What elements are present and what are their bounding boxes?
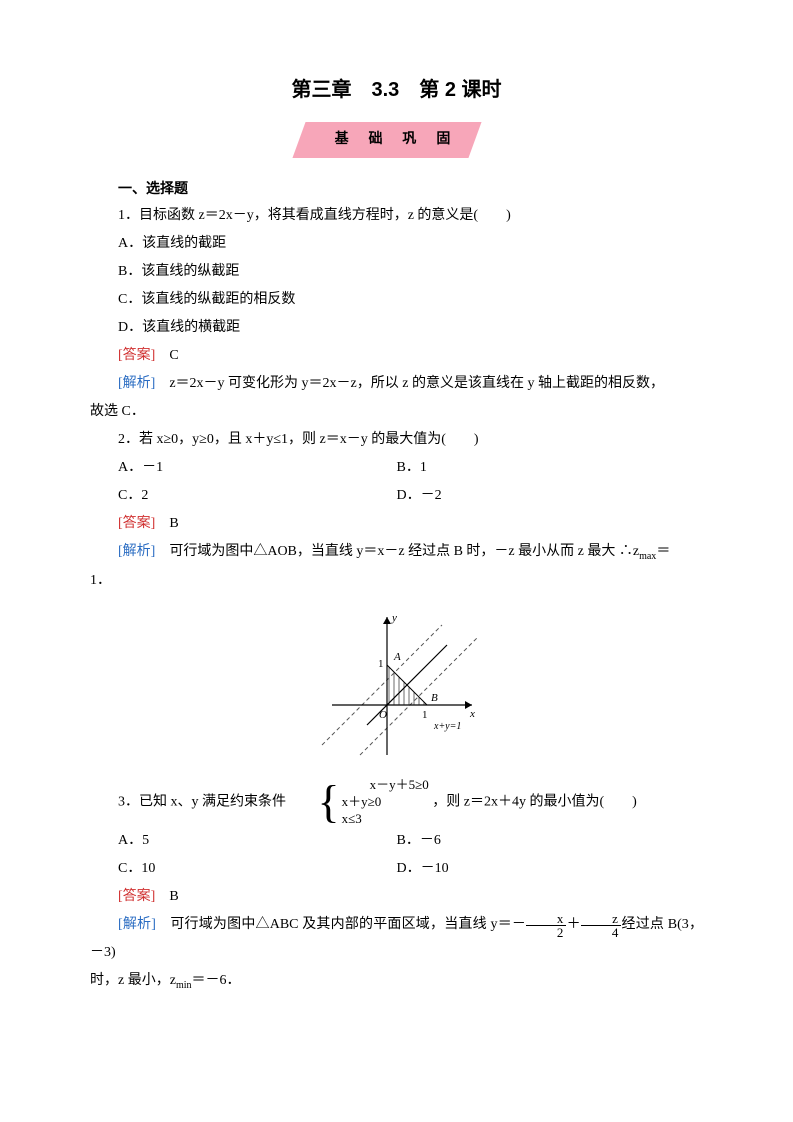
- q3-analysis-tail2: ＝－6．: [192, 973, 241, 988]
- q3-brace-block: { x－y＋5≥0 x＋y≥0 x≤3: [290, 777, 429, 828]
- q2-analysis-head: 可行域为图中△AOB，当直线 y＝x－z 经过点 B 时，－z 最小从而 z 最…: [155, 544, 639, 559]
- badge-wrap: 基 础 巩 固: [90, 120, 703, 156]
- plus-sign: ＋: [566, 917, 580, 932]
- brace-l1: x－y＋5≥0: [370, 777, 429, 792]
- q2-eq: ＝: [656, 544, 670, 559]
- frac2-num: z: [581, 912, 622, 926]
- frac-x-over-2: x2: [526, 912, 567, 939]
- coordinate-plane-svg: O 1 1 A B x y x+y=1: [312, 605, 482, 760]
- q2-zmax-sub: max: [639, 551, 656, 562]
- point-a-label: A: [393, 651, 401, 663]
- q1-opt-d: D．该直线的横截距: [90, 314, 703, 342]
- q2-answer-line: [答案] B: [90, 510, 703, 538]
- analysis-label-2: [解析]: [118, 544, 155, 559]
- q1-opt-c: C．该直线的纵截距的相反数: [90, 286, 703, 314]
- q2-analysis-line: [解析] 可行域为图中△AOB，当直线 y＝x－z 经过点 B 时，－z 最小从…: [90, 538, 703, 567]
- q3-analysis-line: [解析] 可行域为图中△ABC 及其内部的平面区域，当直线 y＝－x2＋z4经过…: [90, 911, 703, 967]
- q1-analysis: z＝2x－y 可变化形为 y＝2x－z，所以 z 的意义是该直线在 y 轴上截距…: [155, 376, 664, 391]
- q3-analysis-pre: 可行域为图中△ABC 及其内部的平面区域，当直线 y＝－: [156, 917, 526, 932]
- q3-zmin-sub: min: [176, 980, 192, 991]
- y-tick-1: 1: [378, 658, 384, 670]
- q3-opt-d: D．－10: [397, 855, 704, 883]
- q2-analysis-tail: 1．: [90, 567, 703, 595]
- q3-stem-post: ，则 z＝2x＋4y 的最小值为( ): [432, 794, 637, 809]
- answer-label-2: [答案]: [118, 516, 155, 531]
- q1-analysis-line: [解析] z＝2x－y 可变化形为 y＝2x－z，所以 z 的意义是该直线在 y…: [90, 370, 703, 398]
- q2-opt-d: D．－2: [397, 482, 704, 510]
- q1-opt-b: B．该直线的纵截距: [90, 258, 703, 286]
- q1-opt-a: A．该直线的截距: [90, 230, 703, 258]
- point-b-label: B: [431, 692, 438, 704]
- q2-opts-row2: C．2 D．－2: [90, 482, 703, 510]
- answer-label-3: [答案]: [118, 889, 155, 904]
- q3-opts-row2: C．10 D．－10: [90, 855, 703, 883]
- q1-answer: C: [155, 348, 178, 363]
- section-heading: 一、选择题: [90, 174, 703, 202]
- q2-opt-a: A．－1: [90, 454, 397, 482]
- chapter-title: 第三章 3.3 第 2 课时: [90, 70, 703, 110]
- q3-opts-row1: A．5 B．－6: [90, 827, 703, 855]
- page-root: 第三章 3.3 第 2 课时 基 础 巩 固 一、选择题 1．目标函数 z＝2x…: [0, 0, 793, 1122]
- q3-analysis-tail-line: 时，z 最小，zmin＝－6．: [90, 967, 703, 996]
- q3-answer: B: [155, 889, 178, 904]
- analysis-label: [解析]: [118, 376, 155, 391]
- origin-label: O: [379, 709, 387, 721]
- q2-opt-b: B．1: [397, 454, 704, 482]
- q3-answer-line: [答案] B: [90, 883, 703, 911]
- frac-z-over-4: z4: [581, 912, 622, 939]
- q3-opt-b: B．－6: [397, 827, 704, 855]
- q3-opt-c: C．10: [90, 855, 397, 883]
- q1-analysis-tail: 故选 C．: [90, 398, 703, 426]
- q2-opts-row1: A．－1 B．1: [90, 454, 703, 482]
- q2-answer: B: [155, 516, 178, 531]
- answer-label: [答案]: [118, 348, 155, 363]
- brace-l3: x≤3: [342, 811, 362, 826]
- x-tick-1: 1: [422, 709, 428, 721]
- q3-opt-a: A．5: [90, 827, 397, 855]
- x-axis-label: x: [469, 708, 475, 720]
- q3-stem: 3．已知 x、y 满足约束条件 { x－y＋5≥0 x＋y≥0 x≤3 ，则 z…: [90, 777, 703, 828]
- q3-stem-pre: 3．已知 x、y 满足约束条件: [118, 794, 286, 809]
- line-label: x+y=1: [433, 721, 461, 732]
- analysis-label-3: [解析]: [118, 917, 156, 932]
- frac2-den: 4: [581, 926, 622, 939]
- brace-l2: x＋y≥0: [342, 794, 382, 809]
- frac1-den: 2: [526, 926, 567, 939]
- y-axis-label: y: [391, 612, 397, 624]
- q2-opt-c: C．2: [90, 482, 397, 510]
- frac1-num: x: [526, 912, 567, 926]
- brace-lines: x－y＋5≥0 x＋y≥0 x≤3: [342, 777, 429, 828]
- badge-basic: 基 础 巩 固: [313, 120, 481, 156]
- q1-answer-line: [答案] C: [90, 342, 703, 370]
- q2-stem: 2．若 x≥0，y≥0，且 x＋y≤1，则 z＝x－y 的最大值为( ): [90, 426, 703, 454]
- q2-diagram: O 1 1 A B x y x+y=1: [90, 605, 703, 771]
- q1-stem: 1．目标函数 z＝2x－y，将其看成直线方程时，z 的意义是( ): [90, 202, 703, 230]
- left-brace-icon: {: [290, 784, 340, 821]
- q3-analysis-tail: 时，z 最小，z: [90, 973, 176, 988]
